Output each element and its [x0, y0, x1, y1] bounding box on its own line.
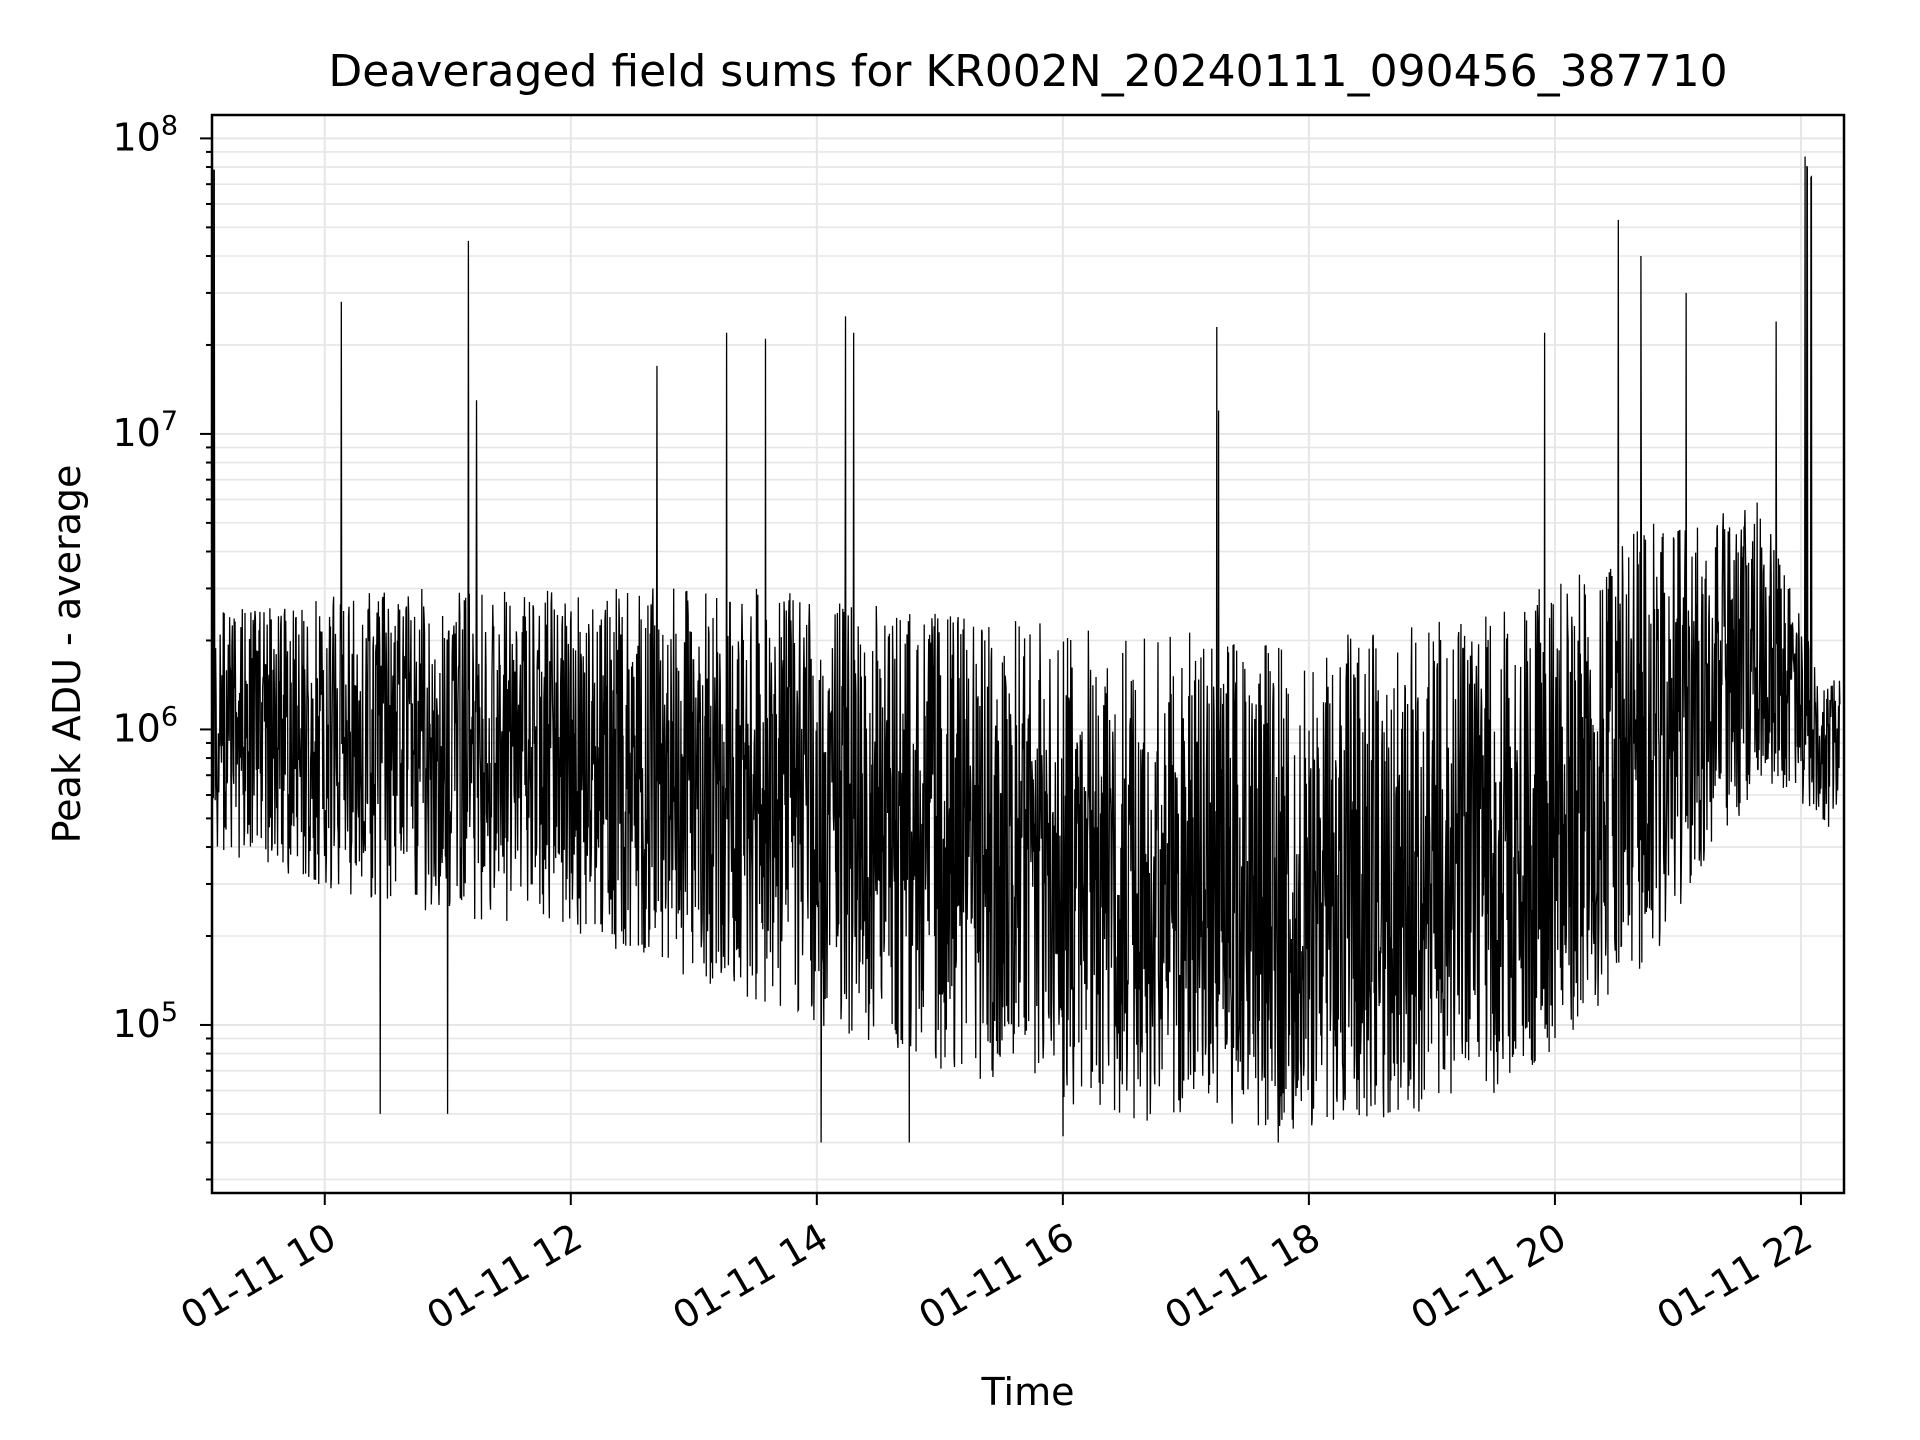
plot-area: [212, 156, 1841, 1143]
x-tick-label: 01-11 18: [1157, 1215, 1327, 1339]
y-axis: 105 106 107 108: [112, 110, 212, 1181]
x-axis: 01-11 10 01-11 12 01-11 14 01-11 16 01-11 18…: [173, 1193, 1819, 1338]
x-tick-label: 01-11 14: [665, 1215, 835, 1339]
chart-title: Deaveraged field sums for KR002N_2024011…: [328, 46, 1727, 97]
y-tick-label: 108: [112, 110, 178, 159]
y-tick-label: 105: [112, 997, 178, 1046]
x-tick-label: 01-11 16: [911, 1215, 1081, 1339]
y-tick-label: 106: [112, 701, 178, 750]
x-axis-label: Time: [981, 1370, 1075, 1414]
series-line: [212, 156, 1841, 1143]
x-tick-label: 01-11 10: [173, 1215, 343, 1339]
x-tick-label: 01-11 12: [419, 1215, 589, 1339]
x-tick-label: 01-11 22: [1649, 1215, 1819, 1339]
y-axis-label: Peak ADU - average: [45, 465, 89, 844]
x-tick-label: 01-11 20: [1403, 1215, 1573, 1339]
plot-frame: [210, 113, 1846, 1195]
y-tick-label: 107: [112, 406, 178, 455]
